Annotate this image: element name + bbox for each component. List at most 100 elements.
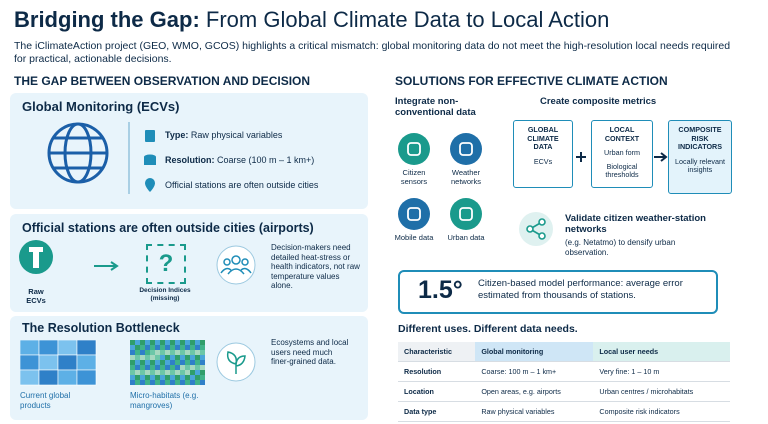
integrate-label: Urban data bbox=[447, 233, 485, 242]
fine-cell bbox=[155, 345, 160, 350]
integrate-icon bbox=[398, 198, 430, 230]
integrate-icon bbox=[450, 133, 482, 165]
fine-cell bbox=[130, 375, 135, 380]
right-heading: SOLUTIONS FOR EFFECTIVE CLIMATE ACTION bbox=[395, 74, 668, 88]
coarse-cell bbox=[38, 340, 59, 356]
fine-cell bbox=[155, 340, 160, 345]
stat-text: Citizen-based model performance: average… bbox=[478, 278, 683, 301]
stations-panel bbox=[10, 214, 368, 312]
fine-cell bbox=[160, 360, 165, 365]
fine-cell bbox=[165, 355, 170, 360]
table-header-cell: Characteristic bbox=[398, 342, 476, 362]
fine-cell bbox=[150, 375, 155, 380]
item-text: Coarse (100 m – 1 km+) bbox=[217, 155, 315, 165]
fine-cell bbox=[135, 345, 140, 350]
table-row: Location Open areas, e.g. airports Urban c… bbox=[398, 381, 730, 402]
resolution-title: The Resolution Bottleneck bbox=[22, 321, 180, 335]
table-cell: Very fine: 1 – 10 m bbox=[593, 361, 730, 382]
fine-cell bbox=[155, 380, 160, 385]
fine-cell bbox=[200, 360, 205, 365]
fine-cell bbox=[180, 360, 185, 365]
fine-cell bbox=[175, 345, 180, 350]
monitoring-item: Type: Raw physical variables bbox=[165, 130, 282, 140]
fine-cell bbox=[145, 365, 150, 370]
fine-cell bbox=[150, 340, 155, 345]
fine-cell bbox=[180, 355, 185, 360]
fine-cell bbox=[195, 350, 200, 355]
icon-glyph bbox=[407, 142, 421, 156]
fine-cell bbox=[160, 370, 165, 375]
integrate-label: Weather networks bbox=[450, 168, 481, 186]
fine-cell bbox=[165, 375, 170, 380]
fine-cell bbox=[185, 365, 190, 370]
fine-cell bbox=[180, 365, 185, 370]
fine-cell bbox=[150, 355, 155, 360]
fine-cell bbox=[130, 350, 135, 355]
fine-cell bbox=[170, 380, 175, 385]
fine-cell bbox=[200, 365, 205, 370]
fine-cell bbox=[175, 380, 180, 385]
fine-cell bbox=[170, 365, 175, 370]
fine-cell bbox=[195, 360, 200, 365]
current-label: Current global products bbox=[20, 391, 71, 410]
fine-cell bbox=[185, 370, 190, 375]
table-cell: Composite risk indicators bbox=[593, 401, 730, 422]
fine-cell bbox=[140, 355, 145, 360]
item-label: Type: bbox=[165, 130, 189, 140]
fine-cell bbox=[145, 360, 150, 365]
fine-cell bbox=[155, 355, 160, 360]
icon-circle bbox=[450, 133, 482, 165]
stations-title: Official stations are often outside citi… bbox=[22, 221, 314, 235]
metric-box: COMPOSITE RISK INDICATORS Locally relevan… bbox=[668, 120, 732, 194]
table-cell: Resolution bbox=[398, 361, 476, 382]
people-icon bbox=[216, 245, 256, 285]
coarse-cell bbox=[76, 354, 97, 371]
table-header-cell: Global monitoring bbox=[475, 342, 594, 362]
fine-cell bbox=[130, 355, 135, 360]
table-cell: Urban centres / microhabitats bbox=[593, 381, 730, 402]
stat-box bbox=[398, 270, 718, 314]
fine-cell bbox=[140, 380, 145, 385]
fine-cell bbox=[180, 375, 185, 380]
validate-title: Validate citizen weather-station network… bbox=[565, 213, 706, 235]
fine-cell bbox=[185, 360, 190, 365]
fine-cell bbox=[185, 340, 190, 345]
fine-cell bbox=[135, 375, 140, 380]
leaf-icon bbox=[216, 342, 256, 382]
fine-cell bbox=[175, 365, 180, 370]
table-body: Resolution Coarse: 100 m – 1 km+ Very fine… bbox=[398, 361, 730, 422]
fine-cell bbox=[155, 375, 160, 380]
fine-cell bbox=[175, 350, 180, 355]
fine-cell bbox=[155, 365, 160, 370]
metric-title: GLOBAL CLIMATE DATA bbox=[527, 125, 559, 151]
fine-cell bbox=[135, 365, 140, 370]
fine-cell bbox=[195, 340, 200, 345]
table-row: Data type Raw physical variables Composite… bbox=[398, 401, 730, 422]
fine-cell bbox=[185, 345, 190, 350]
integrate-icon bbox=[398, 133, 430, 165]
fine-cell bbox=[180, 350, 185, 355]
fine-cell bbox=[130, 360, 135, 365]
fine-cell bbox=[190, 375, 195, 380]
fine-cell bbox=[190, 370, 195, 375]
coarse-cell bbox=[57, 354, 78, 371]
table-cell: Data type bbox=[398, 401, 476, 422]
fine-cell bbox=[160, 340, 165, 345]
fine-cell bbox=[175, 355, 180, 360]
fine-cell bbox=[190, 340, 195, 345]
fine-cell bbox=[195, 365, 200, 370]
resolution-text: Ecosystems and local users need much fin… bbox=[271, 338, 349, 366]
table-cell: Location bbox=[398, 381, 476, 402]
fine-cell bbox=[140, 365, 145, 370]
fine-cell bbox=[180, 380, 185, 385]
fine-cell bbox=[150, 345, 155, 350]
fine-cell bbox=[160, 380, 165, 385]
fine-cell bbox=[135, 360, 140, 365]
coarse-cell bbox=[20, 354, 40, 371]
fine-cell bbox=[190, 355, 195, 360]
fine-cell bbox=[180, 345, 185, 350]
fine-cell bbox=[200, 380, 205, 385]
item-text: Raw physical variables bbox=[190, 130, 283, 140]
fine-cell bbox=[135, 355, 140, 360]
fine-cell bbox=[175, 340, 180, 345]
